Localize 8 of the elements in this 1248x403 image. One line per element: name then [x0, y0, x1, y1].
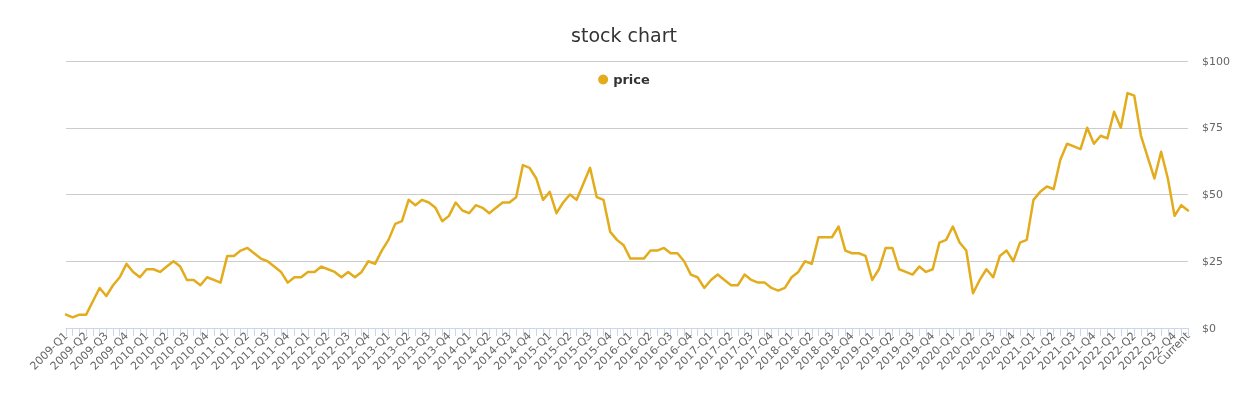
y-tick-label: $100	[1202, 54, 1230, 68]
legend-label: price	[613, 72, 651, 87]
y-tick-label: $25	[1202, 254, 1223, 268]
y-tick-label: $0	[1202, 321, 1216, 335]
y-tick-label: $50	[1202, 188, 1223, 201]
y-tick-label: $75	[1202, 121, 1223, 135]
chart-title: stock chart	[571, 23, 677, 46]
line-series	[64, 91, 1190, 319]
